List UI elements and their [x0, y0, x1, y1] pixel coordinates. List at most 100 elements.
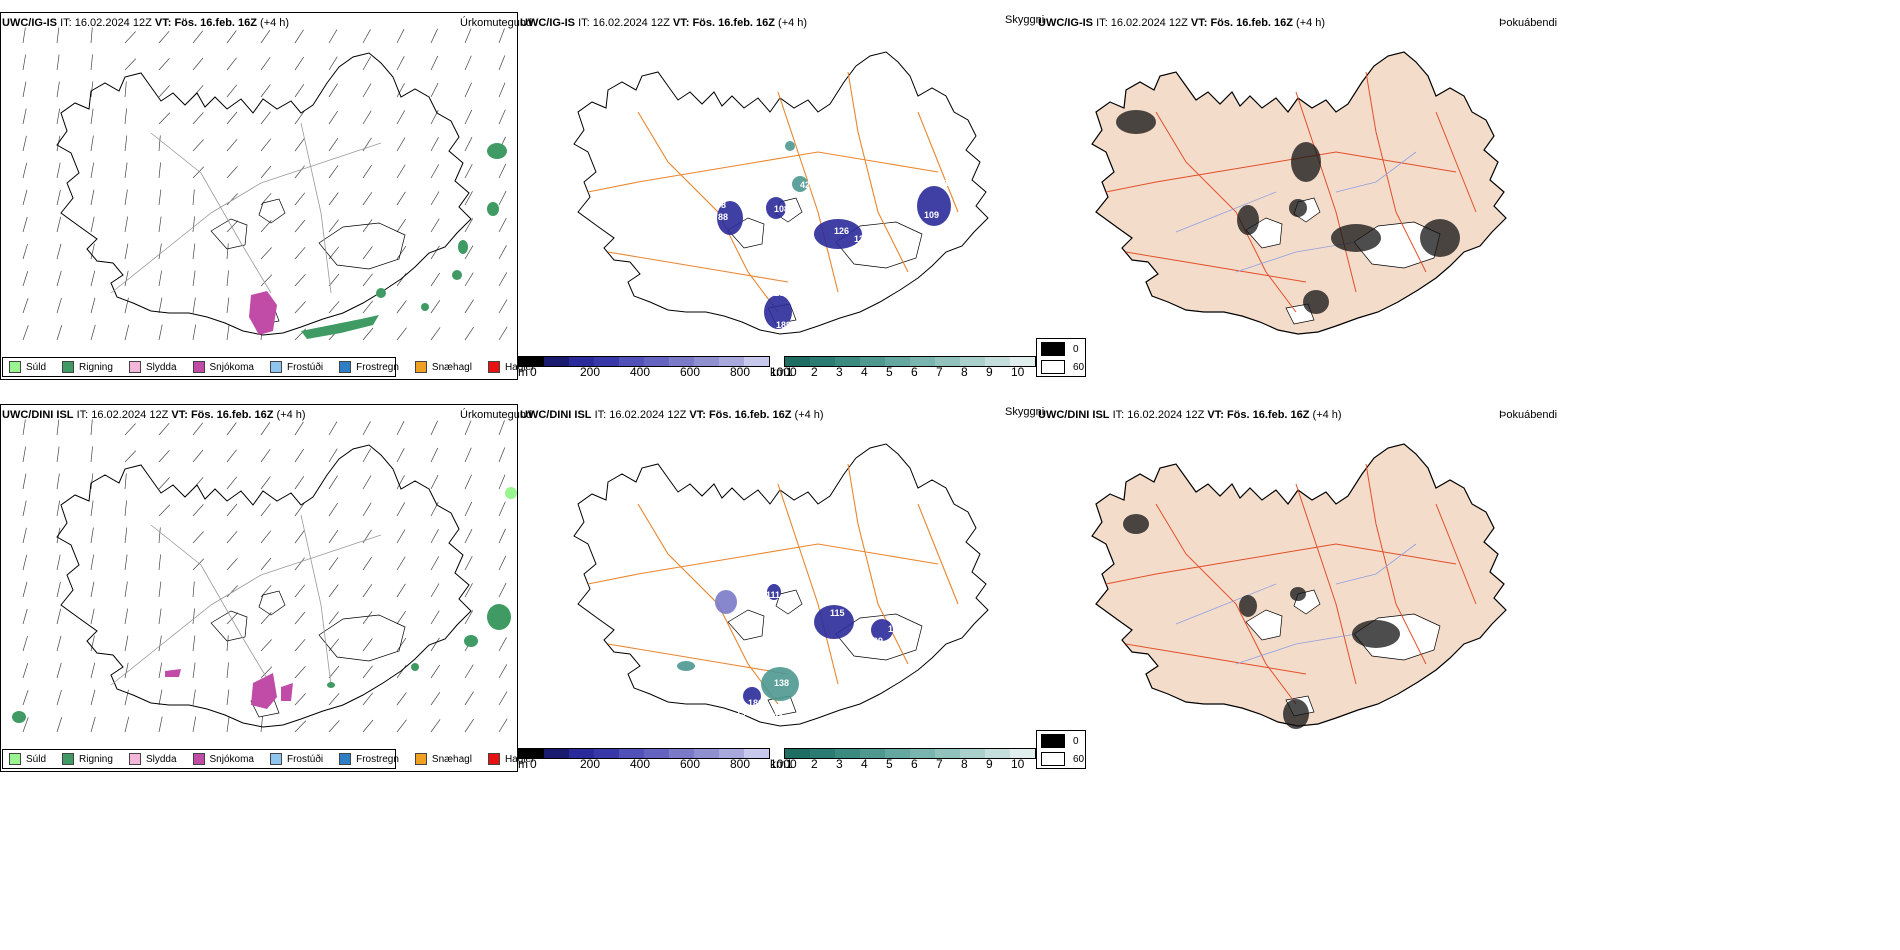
wind-barb	[464, 28, 472, 44]
wind-barb	[294, 165, 305, 179]
wind-barb	[396, 420, 405, 436]
colorbar-segment	[669, 357, 694, 366]
wind-barb	[430, 664, 440, 679]
road-network	[110, 122, 382, 294]
wind-barb	[396, 28, 405, 44]
wind-barb	[328, 165, 339, 179]
rain-area	[458, 240, 468, 254]
wind-barb	[328, 29, 338, 44]
wind-barb	[226, 662, 229, 679]
wind-barb	[260, 557, 272, 571]
wind-barb	[158, 581, 162, 598]
wind-barb	[158, 243, 162, 260]
tick-label: 8	[961, 757, 968, 771]
wind-barb	[260, 449, 271, 463]
wind-barb	[294, 693, 306, 706]
wind-barb	[498, 55, 506, 71]
wind-barb	[226, 111, 238, 125]
wind-barb	[22, 54, 27, 71]
legend-label: Frostúði	[286, 361, 324, 373]
wind-barb	[362, 164, 372, 179]
colorbar-segment	[810, 357, 835, 366]
wind-barb	[396, 191, 406, 206]
tick-label: 4	[861, 757, 868, 771]
visibility-value-label: 109	[924, 210, 939, 220]
precip-legend-item: Súld	[9, 753, 46, 765]
wind-barb	[124, 81, 127, 98]
fog-area	[1123, 514, 1149, 534]
unit-label: m	[518, 757, 528, 771]
wind-barb	[22, 216, 28, 233]
wind-barb	[90, 324, 96, 341]
wind-barb	[56, 446, 60, 463]
wind-barb	[90, 527, 94, 544]
glacier-outline	[258, 590, 286, 616]
legend-label: Slydda	[145, 753, 177, 765]
wind-barb	[260, 165, 272, 179]
tick-label: 8	[961, 365, 968, 379]
wind-barb	[396, 475, 405, 490]
panel-title: Úrkomutegund	[460, 17, 533, 29]
wind-barb	[90, 500, 94, 517]
fog-area	[1291, 142, 1321, 182]
panel-title: Skyggni	[1005, 14, 1045, 26]
wind-barb	[430, 719, 441, 733]
wind-barb	[294, 557, 305, 571]
wind-barb	[464, 447, 472, 463]
wind-barb	[56, 216, 62, 233]
colorbar-segment	[985, 357, 1010, 366]
wind-barb	[192, 216, 195, 233]
legend-swatch	[62, 361, 75, 373]
tick-label: 1000	[770, 757, 797, 771]
fog-area	[1331, 224, 1381, 252]
legend-label: Haglél	[504, 361, 534, 373]
wind-barb	[294, 111, 305, 125]
wind-barb	[498, 528, 506, 544]
colorbar-segment	[860, 357, 885, 366]
visibility-m-colorbar	[518, 748, 770, 759]
fog-map-bottom	[1091, 443, 1507, 729]
legend-swatch	[1041, 734, 1065, 748]
visibility-value-label: 186	[748, 698, 763, 708]
wind-barb	[192, 57, 204, 71]
wind-barb	[464, 610, 474, 625]
wind-barb	[396, 245, 407, 260]
unit-label: m	[518, 365, 528, 379]
wind-barb	[226, 585, 238, 598]
panel-header: UWC/IG-IS IT: 16.02.2024 12Z VT: Fös. 16…	[1038, 17, 1326, 29]
visibility-km-colorbar	[784, 748, 1036, 759]
wind-barb	[192, 662, 196, 679]
visibility-m-colorbar	[518, 356, 770, 367]
legend-swatch	[269, 753, 282, 765]
colorbar-segment	[1010, 749, 1035, 758]
wind-barb	[22, 135, 27, 152]
wind-barb	[362, 502, 372, 517]
visibility-panel-top: 88 88 108 42 126 136 109 146 108 80 86 189	[518, 12, 1036, 380]
wind-barb	[498, 474, 506, 490]
wind-barb	[328, 529, 339, 544]
visibility-value-label: 189	[776, 320, 791, 330]
wind-barb	[22, 325, 29, 341]
wind-barb	[498, 420, 505, 436]
legend-label: Slydda	[145, 361, 177, 373]
wind-barb	[226, 612, 239, 625]
legend-swatch	[1041, 752, 1065, 766]
wind-barb	[396, 583, 406, 598]
rain-area	[452, 270, 462, 280]
panel-title: Þokuábendi	[1499, 17, 1558, 29]
tick-label: 600	[680, 365, 701, 379]
wind-barb	[90, 54, 93, 71]
wind-barb	[464, 718, 474, 733]
wind-barb	[430, 245, 440, 260]
wind-barb	[294, 56, 304, 71]
road-network	[1105, 463, 1477, 705]
wind-barb	[226, 30, 237, 44]
wind-barb	[328, 448, 338, 463]
precip-type-map-bottom	[12, 419, 517, 733]
wind-barb	[328, 273, 340, 287]
visibility-value-label: 138	[774, 678, 789, 688]
low-visibility-area	[743, 687, 761, 705]
wind-barb	[464, 420, 472, 436]
precip-type-panel-top	[0, 12, 518, 380]
wind-barb	[192, 243, 196, 260]
